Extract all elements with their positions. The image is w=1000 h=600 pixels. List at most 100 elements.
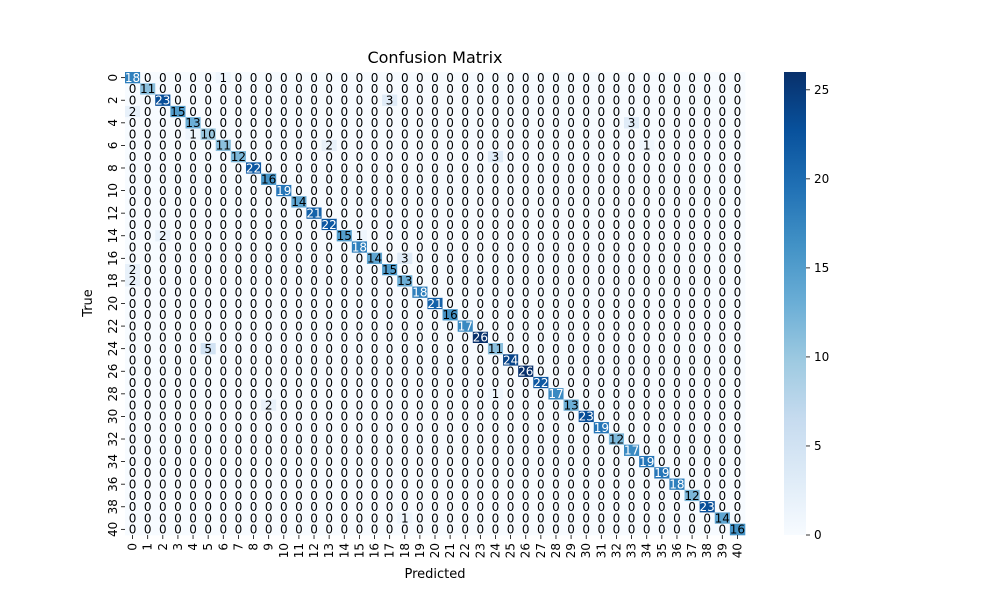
- colorbar-tick-label: 0: [814, 528, 822, 542]
- heatmap-cell: [215, 162, 232, 174]
- heatmap-cell: [729, 162, 746, 174]
- cell-value-label: 0: [582, 229, 590, 243]
- cell-value-label: 0: [446, 94, 454, 108]
- cell-value-label: 0: [189, 297, 197, 311]
- heatmap-cell: [654, 433, 670, 445]
- cell-value-label: 0: [416, 71, 424, 85]
- heatmap-cell: [487, 410, 504, 423]
- cell-value-label: 0: [235, 161, 243, 175]
- cell-value-label: 0: [446, 173, 454, 187]
- heatmap-cell: [185, 218, 201, 231]
- heatmap-cell: [291, 128, 307, 141]
- heatmap-cell: [261, 83, 277, 95]
- cell-value-label: 0: [129, 432, 137, 446]
- cell-value-label: 0: [325, 455, 333, 469]
- cell-value-label: 0: [477, 511, 485, 525]
- cell-value-label: 0: [703, 206, 711, 220]
- cell-value-label: 0: [688, 184, 696, 198]
- heatmap-cell: [321, 422, 338, 434]
- cell-value-label: 0: [628, 500, 636, 514]
- cell-value-label: 0: [265, 319, 273, 333]
- heatmap-cell: [125, 422, 141, 434]
- cell-value-label: 0: [204, 297, 212, 311]
- heatmap-cell: [503, 309, 519, 321]
- cell-value-label: 0: [174, 82, 182, 96]
- cell-value-label: 0: [643, 353, 651, 367]
- cell-value-label: 0: [310, 229, 318, 243]
- cell-value-label: 0: [522, 398, 530, 412]
- cell-value-label: 0: [582, 173, 590, 187]
- heatmap-cell: [442, 365, 458, 378]
- cell-value-label: 0: [492, 116, 500, 130]
- cell-value-label: 0: [477, 82, 485, 96]
- heatmap-cell: [291, 196, 307, 208]
- cell-value-label: 0: [295, 308, 303, 322]
- cell-value-label: 0: [265, 161, 273, 175]
- heatmap-cell: [608, 139, 625, 152]
- cell-value-label: 0: [235, 94, 243, 108]
- heatmap-cell: [140, 162, 156, 174]
- cell-value-label: 0: [431, 218, 439, 232]
- heatmap-cell: [200, 105, 217, 118]
- heatmap-cell: [230, 444, 247, 457]
- heatmap-cell: [472, 376, 489, 389]
- cell-value-label: 0: [265, 184, 273, 198]
- heatmap-cell: [699, 410, 716, 423]
- heatmap-cell: [140, 376, 156, 389]
- cell-value-label: 26: [473, 331, 488, 345]
- heatmap-cell: [200, 320, 217, 333]
- heatmap-cell: [351, 218, 368, 231]
- cell-value-label: 0: [628, 150, 636, 164]
- heatmap-cell: [729, 343, 746, 355]
- cell-value-label: 0: [552, 500, 560, 514]
- heatmap-cell: [412, 388, 428, 400]
- cell-value-label: 0: [673, 376, 681, 390]
- heatmap-cell: [366, 139, 383, 152]
- cell-value-label: 0: [129, 94, 137, 108]
- heatmap-cell: [654, 399, 670, 412]
- heatmap-cell: [351, 343, 368, 355]
- cell-value-label: 0: [643, 274, 651, 288]
- cell-value-label: 0: [552, 252, 560, 266]
- heatmap-cell: [472, 523, 489, 536]
- heatmap-cell: [215, 512, 232, 524]
- heatmap-cell: [699, 94, 716, 107]
- heatmap-cell: [684, 501, 700, 513]
- cell-value-label: 0: [174, 252, 182, 266]
- cell-value-label: 0: [129, 150, 137, 164]
- heatmap-cell: [125, 523, 141, 536]
- heatmap-cell: [639, 444, 655, 457]
- heatmap-cell: [155, 184, 171, 197]
- cell-value-label: 0: [204, 489, 212, 503]
- cell-value-label: 0: [144, 376, 152, 390]
- heatmap-cell: [578, 523, 595, 536]
- heatmap-cell: [397, 72, 413, 84]
- heatmap-cell: [472, 94, 489, 107]
- heatmap-cell: [518, 162, 534, 174]
- cell-value-label: 0: [416, 331, 424, 345]
- cell-value-label: 0: [310, 365, 318, 379]
- heatmap-cell: [548, 455, 564, 468]
- heatmap-cell: [170, 252, 186, 265]
- heatmap-cell: [351, 117, 368, 129]
- cell-value-label: 0: [461, 477, 469, 491]
- heatmap-cell: [503, 523, 519, 536]
- heatmap-cell: [215, 105, 232, 118]
- cell-value-label: 0: [613, 477, 621, 491]
- cell-value-label: 0: [219, 184, 227, 198]
- heatmap-cell: [125, 512, 141, 524]
- cell-value-label: 0: [507, 263, 515, 277]
- heatmap-cell: [245, 512, 262, 524]
- cell-value-label: 0: [265, 331, 273, 345]
- cell-value-label: 0: [356, 127, 364, 141]
- heatmap-cell: [170, 343, 186, 355]
- heatmap-cell: [170, 275, 186, 287]
- cell-value-label: 0: [507, 229, 515, 243]
- heatmap-cell: [593, 422, 610, 434]
- cell-value-label: 0: [552, 410, 560, 424]
- cell-value-label: 0: [658, 286, 666, 300]
- cell-value-label: 0: [507, 105, 515, 119]
- heatmap-cell: [442, 444, 458, 457]
- cell-value-label: 0: [537, 511, 545, 525]
- heatmap-cell: [714, 309, 731, 321]
